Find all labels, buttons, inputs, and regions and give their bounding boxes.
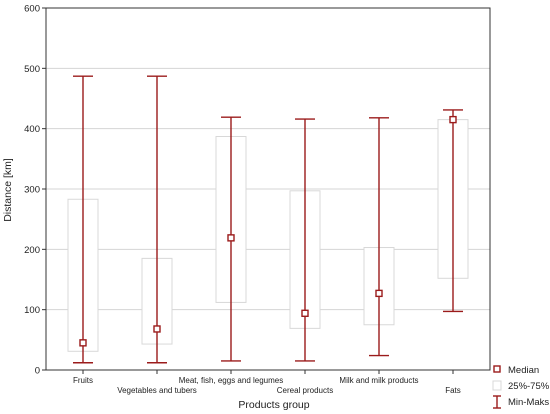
legend-median-swatch	[493, 365, 501, 373]
y-tick-label: 0	[35, 366, 40, 377]
median-marker	[375, 289, 383, 298]
x-axis-title: Products group	[238, 399, 309, 411]
y-tick-label: 500	[24, 64, 40, 75]
y-tick-label: 100	[24, 305, 40, 316]
gridlines	[46, 67, 490, 311]
y-tick-label: 600	[24, 4, 40, 15]
median-marker	[449, 115, 457, 124]
x-category-label: Fruits	[73, 376, 93, 385]
y-tick-label: 200	[24, 245, 40, 256]
boxes	[67, 75, 469, 364]
x-category-label: Cereal products	[277, 386, 333, 395]
legend-median-label: Median	[508, 365, 539, 376]
median-marker	[227, 234, 235, 242]
y-tick-label: 300	[24, 185, 40, 196]
x-category-label: Meat, fish, eggs and legumes	[179, 376, 284, 385]
x-category-label: Fats	[445, 386, 461, 395]
median-marker	[79, 339, 87, 347]
legend-box-swatch	[492, 380, 502, 391]
x-category-label: Vegetables and tubers	[117, 386, 197, 395]
y-axis-title: Distance [km]	[2, 158, 14, 222]
x-category-label: Milk and milk products	[339, 376, 418, 385]
y-tick-label: 400	[24, 124, 40, 135]
median-marker	[301, 309, 309, 317]
legend-minmax-label: Min-Maks	[508, 397, 549, 408]
median-marker	[153, 325, 161, 333]
legend-box-label: 25%-75%	[508, 381, 550, 392]
y-axis-ticks: 0 100 200 300 400 500 600	[24, 4, 46, 377]
legend: Median 25%-75% Min-Maks	[492, 365, 550, 409]
